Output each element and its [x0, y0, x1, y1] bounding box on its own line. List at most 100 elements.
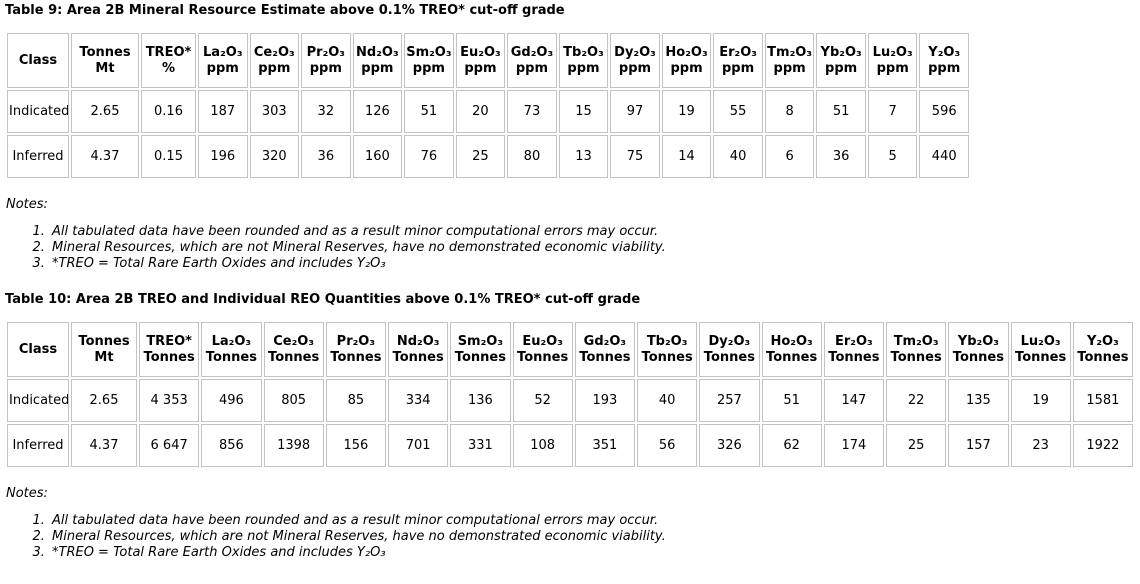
- table9-title: Table 9: Area 2B Mineral Resource Estima…: [5, 3, 565, 18]
- column-header-label: Sm₂O₃: [406, 44, 452, 60]
- data-cell: 1581: [1072, 379, 1133, 422]
- column-header: Lu₂O₃ Tonnes: [1010, 322, 1071, 377]
- column-header-label: Sm₂O₃: [457, 333, 504, 349]
- column-header: Y₂O₃ ppm: [919, 33, 969, 88]
- data-cell: 334: [388, 379, 449, 422]
- column-header-label: Nd₂O₃: [396, 333, 440, 349]
- column-header: Ho₂O₃ Tonnes: [761, 322, 822, 377]
- column-header-unit: Tonnes: [517, 349, 569, 365]
- column-header: Tm₂O₃ ppm: [764, 33, 815, 88]
- column-header: Dy₂O₃ ppm: [610, 33, 660, 88]
- data-cell: 2.65: [71, 90, 139, 133]
- column-header: La₂O₃ Tonnes: [201, 322, 262, 377]
- data-cell: 76: [404, 135, 454, 178]
- data-cell: 1922: [1072, 424, 1133, 467]
- note-item: *TREO = Total Rare Earth Oxides and incl…: [49, 256, 1135, 272]
- data-cell: 351: [574, 424, 635, 467]
- column-header: Er₂O₃ ppm: [713, 33, 763, 88]
- data-cell: 4 353: [139, 379, 200, 422]
- data-cell: 701: [388, 424, 449, 467]
- data-cell: 147: [823, 379, 884, 422]
- column-header: Er₂O₃ Tonnes: [823, 322, 884, 377]
- data-cell: 303: [249, 90, 300, 133]
- table-row: Indicated 2.65 0.16 187 303 32 126 51 20 73 15 97 19…: [7, 90, 969, 133]
- column-header-label: Pr₂O₃: [306, 44, 346, 60]
- column-header: Eu₂O₃ Tonnes: [512, 322, 573, 377]
- column-header-label: Yb₂O₃: [820, 44, 862, 60]
- data-cell: 25: [886, 424, 947, 467]
- column-header-unit: Tonnes: [143, 349, 195, 365]
- column-header-unit: ppm: [515, 60, 549, 76]
- data-cell: 193: [574, 379, 635, 422]
- note-item: Mineral Resources, which are not Mineral…: [49, 240, 1135, 256]
- column-header: Ho₂O₃ ppm: [661, 33, 712, 88]
- table9-notes-list: All tabulated data have been rounded and…: [5, 224, 1135, 272]
- data-cell: 22: [886, 379, 947, 422]
- data-cell: 596: [919, 90, 969, 133]
- column-header: Sm₂O₃ ppm: [404, 33, 454, 88]
- column-header: TREO* Tonnes: [139, 322, 200, 377]
- column-header: Y₂O₃ Tonnes: [1072, 322, 1133, 377]
- data-cell: 856: [201, 424, 262, 467]
- table-row: Inferred 4.37 0.15 196 320 36 160 76 25 80 13 75 14 4…: [7, 135, 969, 178]
- column-header: Tb₂O₃ ppm: [558, 33, 609, 88]
- column-header: Class: [7, 322, 69, 377]
- table-row: Inferred 4.37 6 647 856 1398 156 701 331 108 351 5…: [7, 424, 1133, 467]
- column-header-unit: ppm: [309, 60, 342, 76]
- table9-resource-estimate-table: Class Tonnes Mt TREO*% La₂O₃ ppm Ce₂O₃ ppm Pr₂O₃…: [5, 31, 971, 180]
- column-header: Nd₂O₃ Tonnes: [388, 322, 449, 377]
- column-header: Class: [7, 33, 69, 88]
- column-header: Tm₂O₃ Tonnes: [886, 322, 947, 377]
- note-item: All tabulated data have been rounded and…: [49, 513, 1135, 529]
- data-cell: 196: [198, 135, 248, 178]
- data-cell: 14: [661, 135, 712, 178]
- column-header-label: TREO*: [146, 333, 192, 349]
- data-cell: 496: [201, 379, 262, 422]
- column-header-label: Class: [18, 52, 58, 68]
- column-header: Yb₂O₃ ppm: [816, 33, 866, 88]
- data-cell: 36: [816, 135, 866, 178]
- data-cell: 15: [558, 90, 609, 133]
- data-cell: 32: [301, 90, 351, 133]
- column-header: Pr₂O₃ ppm: [301, 33, 351, 88]
- column-header: Ce₂O₃ ppm: [249, 33, 300, 88]
- column-header-label: Yb₂O₃: [957, 333, 999, 349]
- column-header-label: Tb₂O₃: [646, 333, 688, 349]
- column-header-label: Nd₂O₃: [356, 44, 399, 60]
- data-cell: 40: [713, 135, 763, 178]
- table10-reo-quantities-table: Class Tonnes Mt TREO* Tonnes La₂O₃ Tonnes Ce₂O₃…: [5, 320, 1135, 469]
- column-header-unit: Tonnes: [392, 349, 444, 365]
- column-header-unit: Tonnes: [703, 349, 755, 365]
- column-header-label: Y₂O₃: [1086, 333, 1119, 349]
- column-header: Eu₂O₃ ppm: [455, 33, 506, 88]
- data-cell: 51: [404, 90, 454, 133]
- data-cell: 51: [761, 379, 822, 422]
- note-item: *TREO = Total Rare Earth Oxides and incl…: [49, 545, 1135, 561]
- column-header: Tonnes Mt: [71, 322, 137, 377]
- column-header-label: La₂O₃: [211, 333, 252, 349]
- row-class-cell: Inferred: [7, 424, 69, 467]
- column-header: Sm₂O₃ Tonnes: [450, 322, 511, 377]
- column-header-unit: Tonnes: [454, 349, 506, 365]
- column-header-label: Gd₂O₃: [510, 44, 554, 60]
- column-header-unit: Tonnes: [1015, 349, 1067, 365]
- column-header-unit: Tonnes: [952, 349, 1004, 365]
- column-header: Tb₂O₃ Tonnes: [637, 322, 698, 377]
- row-class-cell: Inferred: [7, 135, 69, 178]
- column-header-unit: Tonnes: [641, 349, 693, 365]
- data-cell: 4.37: [71, 135, 139, 178]
- column-header-label: Dy₂O₃: [708, 333, 751, 349]
- header-row: Class Tonnes Mt TREO* Tonnes La₂O₃ Tonnes Ce₂O₃…: [7, 322, 1133, 377]
- data-cell: 126: [352, 90, 403, 133]
- column-header: Nd₂O₃ ppm: [352, 33, 403, 88]
- column-header-label: Tm₂O₃: [767, 44, 813, 60]
- data-cell: 326: [699, 424, 760, 467]
- data-cell: 1398: [263, 424, 324, 467]
- table10-notes-label: Notes:: [6, 486, 48, 501]
- column-header: Yb₂O₃ Tonnes: [948, 322, 1009, 377]
- column-header: La₂O₃ ppm: [198, 33, 248, 88]
- column-header-label: Lu₂O₃: [872, 44, 913, 60]
- column-header-label: Class: [18, 341, 58, 357]
- table10-section: Table 10: Area 2B TREO and Individual RE…: [5, 292, 1135, 561]
